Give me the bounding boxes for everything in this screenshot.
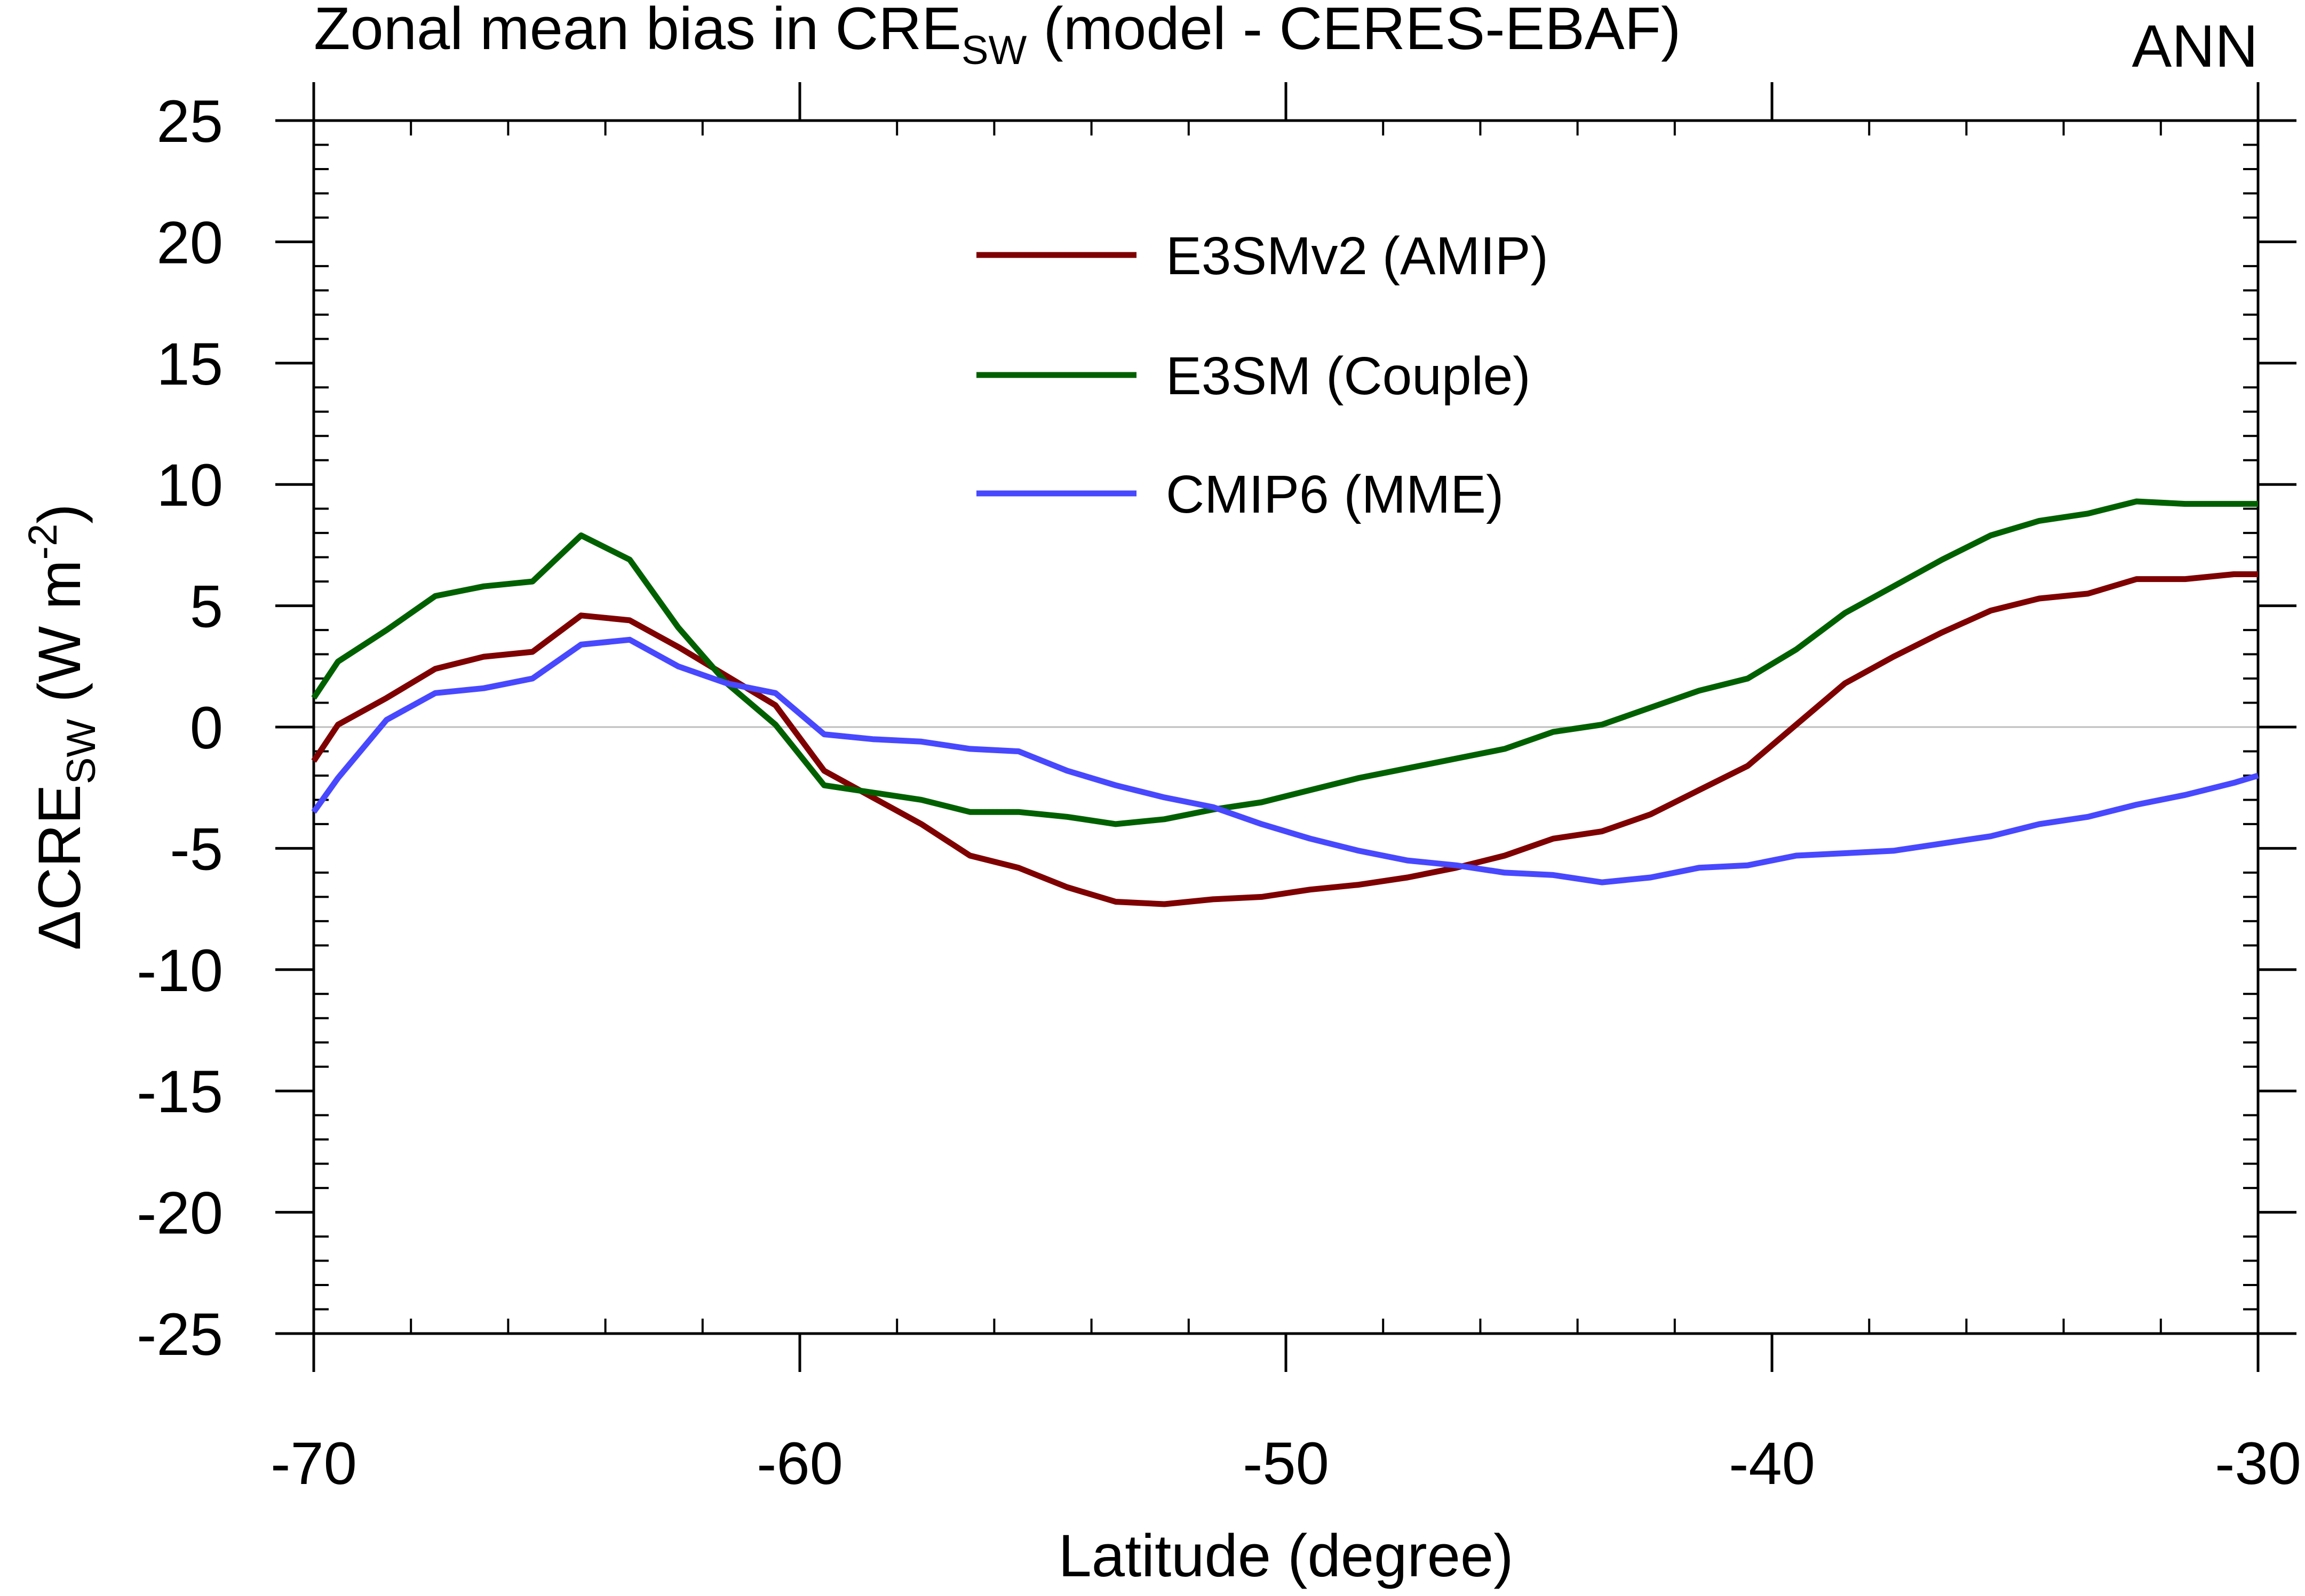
legend-label: E3SMv2 (AMIP) bbox=[1166, 226, 1548, 286]
x-tick-labels: -70 -60 -50 -40 -30 bbox=[271, 1430, 2301, 1497]
minor-ticks bbox=[314, 121, 2258, 1334]
series-lines bbox=[311, 498, 2259, 907]
y-tick-labels: 25 20 15 10 5 0 -5 -10 -15 -20 -25 bbox=[137, 88, 223, 1368]
legend-label: E3SM (Couple) bbox=[1166, 346, 1531, 406]
y-tick-label: -10 bbox=[137, 937, 223, 1004]
y-tick-label: -25 bbox=[137, 1301, 223, 1368]
y-tick-label: 0 bbox=[190, 695, 223, 761]
y-tick-label: 25 bbox=[156, 88, 223, 155]
legend-item: CMIP6 (MME) bbox=[976, 465, 1504, 524]
x-tick-label: -50 bbox=[1243, 1430, 1329, 1497]
x-tick-label: -60 bbox=[757, 1430, 843, 1497]
y-major-ticks bbox=[275, 119, 2296, 1335]
legend-label: CMIP6 (MME) bbox=[1166, 465, 1504, 524]
plot-frame bbox=[312, 119, 2260, 1335]
y-tick-label: 20 bbox=[156, 209, 223, 276]
legend: E3SMv2 (AMIP) E3SM (Couple) CMIP6 (MME) bbox=[976, 226, 1548, 524]
series-line-3 bbox=[311, 636, 2259, 885]
series-line-2 bbox=[311, 498, 2258, 827]
legend-item: E3SMv2 (AMIP) bbox=[976, 226, 1548, 286]
legend-item: E3SM (Couple) bbox=[976, 346, 1531, 406]
y-tick-label: 10 bbox=[156, 452, 223, 518]
season-label: ANN bbox=[2132, 13, 2258, 79]
y-tick-label: -15 bbox=[137, 1058, 223, 1125]
x-tick-label: -70 bbox=[271, 1430, 357, 1497]
y-tick-label: -20 bbox=[137, 1180, 223, 1247]
chart-title: Zonal mean bias in CRESW (model - CERES-… bbox=[314, 0, 1681, 73]
series-line-1 bbox=[311, 571, 2258, 907]
x-tick-label: -30 bbox=[2215, 1430, 2301, 1497]
x-axis-label: Latitude (degree) bbox=[1058, 1522, 1513, 1589]
y-tick-label: -5 bbox=[170, 816, 223, 882]
y-tick-label: 5 bbox=[190, 573, 223, 640]
y-axis-label: ΔCRESW (W m-2) bbox=[20, 504, 104, 950]
y-tick-label: 15 bbox=[156, 331, 223, 397]
x-major-ticks bbox=[312, 82, 2260, 1372]
x-tick-label: -40 bbox=[1729, 1430, 1815, 1497]
